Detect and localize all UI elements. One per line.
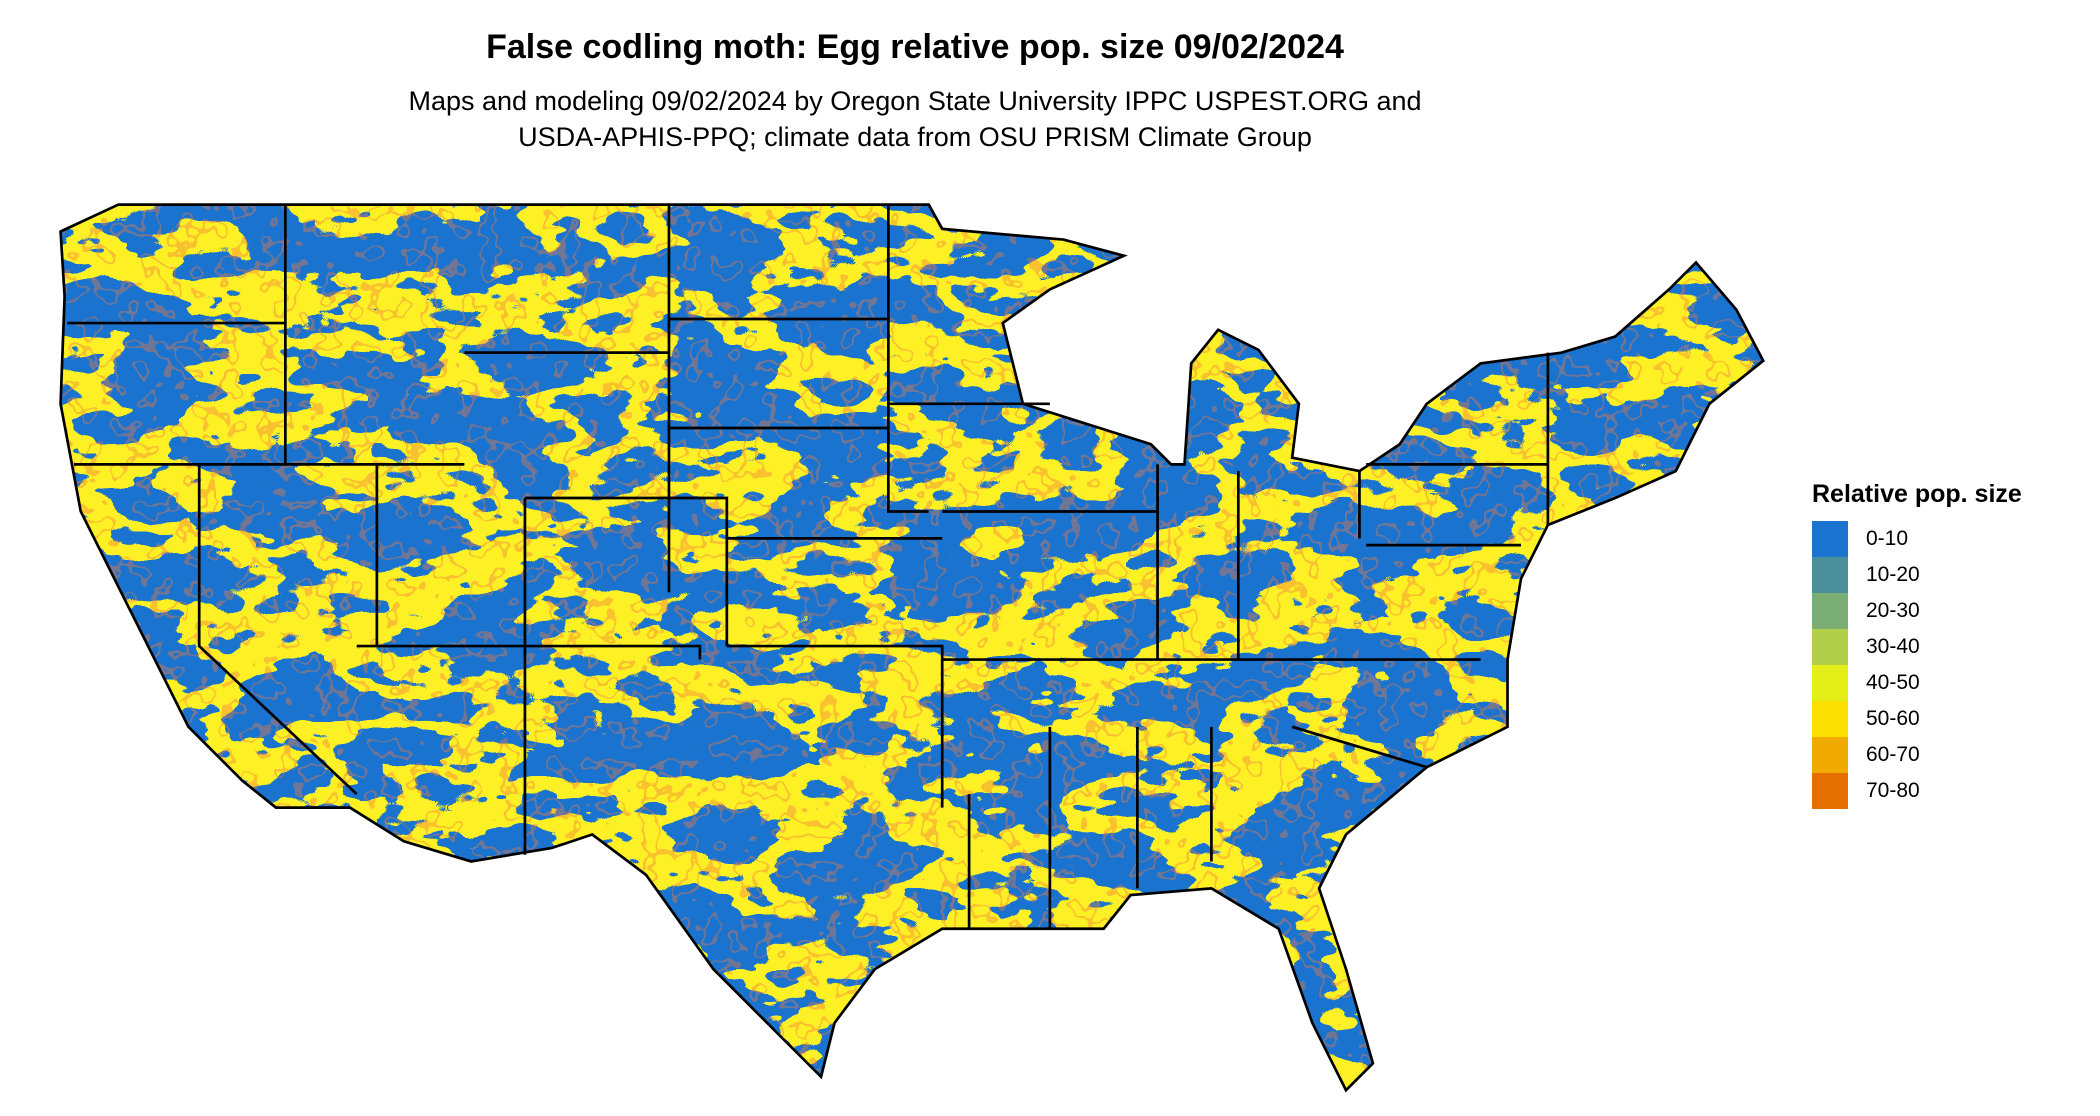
legend-item: 10-20 [1812,557,2022,593]
legend-swatch [1812,665,1848,701]
legend: Relative pop. size 0-10 10-20 20-30 30-40 40… [1812,480,2022,809]
legend-item: 60-70 [1812,737,2022,773]
legend-label: 30-40 [1866,635,1920,658]
legend-label: 40-50 [1866,671,1920,694]
legend-item: 20-30 [1812,593,2022,629]
legend-swatch [1812,629,1848,665]
legend-item: 50-60 [1812,701,2022,737]
legend-label: 10-20 [1866,563,1920,586]
legend-label: 50-60 [1866,707,1920,730]
pop-size-raster [60,204,1764,1091]
legend-swatch [1812,521,1848,557]
legend-item: 40-50 [1812,665,2022,701]
map-subtitle-line2: USDA-APHIS-PPQ; climate data from OSU PR… [518,122,1312,152]
map-title: False codling moth: Egg relative pop. si… [486,28,1344,66]
legend-label: 20-30 [1866,599,1920,622]
legend-label: 70-80 [1866,779,1920,802]
legend-item: 0-10 [1812,521,2022,557]
legend-title: Relative pop. size [1812,480,2022,508]
legend-swatch [1812,701,1848,737]
legend-label: 0-10 [1866,527,1909,550]
legend-item: 30-40 [1812,629,2022,665]
legend-label: 60-70 [1866,743,1920,766]
legend-swatch [1812,557,1848,593]
legend-swatch [1812,737,1848,773]
legend-item: 70-80 [1812,773,2022,809]
legend-swatch [1812,593,1848,629]
map-subtitle-line1: Maps and modeling 09/02/2024 by Oregon S… [408,86,1422,116]
state-borders [59,203,1765,1093]
legend-swatch [1812,773,1848,809]
